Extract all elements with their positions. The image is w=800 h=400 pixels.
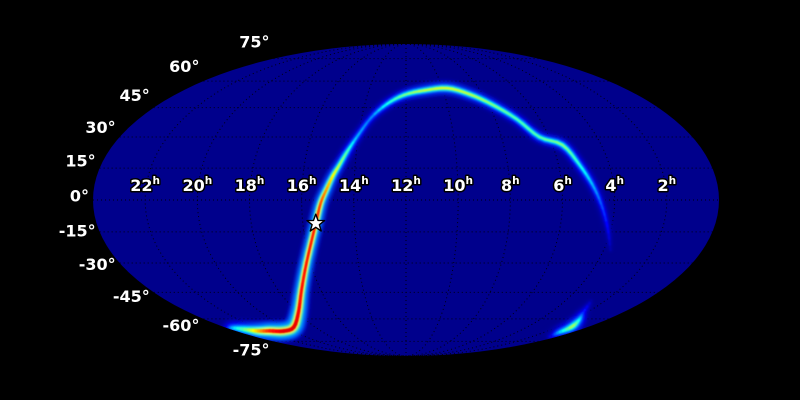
dec-tick-label: 45° <box>119 86 149 105</box>
dec-tick-label: -75° <box>233 341 270 360</box>
ring-core-layer <box>225 86 612 338</box>
graticule <box>93 43 719 357</box>
dec-tick-label: -60° <box>163 316 200 335</box>
graticule-meridian <box>405 43 668 357</box>
ra-tick-label: 14h <box>339 175 369 195</box>
ra-tick-label: 10h <box>443 175 473 195</box>
ra-tick-labels: 22h 20h 18h 16h 14h 12h 10h 8h 6h 4h 2h <box>129 174 678 197</box>
ra-tick-label: 18h <box>235 175 265 195</box>
graticule-meridian <box>196 43 407 357</box>
graticule-meridian <box>405 43 511 357</box>
ra-tick-label: 4h <box>605 175 624 195</box>
graticule-meridian <box>405 43 459 357</box>
ra-tick-label: 6h <box>553 175 572 195</box>
dec-tick-labels: 75° 60° 45°30° 15° 0° -15° -30° -45° -60° -75° <box>57 31 271 361</box>
dec-tick-label: 0° <box>70 187 89 206</box>
graticule-meridian <box>353 43 407 357</box>
dec-tick-label: 15° <box>65 152 95 171</box>
dec-tick-label: -30° <box>79 255 116 274</box>
dec-tick-label: 30° <box>85 118 115 137</box>
ra-tick-label: 8h <box>501 175 520 195</box>
graticule-meridian <box>301 43 407 357</box>
graticule-meridian <box>405 43 616 357</box>
dec-tick-label: -45° <box>113 287 150 306</box>
ra-tick-label: 20h <box>182 175 212 195</box>
dec-tick-label: 75° <box>239 32 269 51</box>
dec-tick-label: 60° <box>169 57 199 76</box>
dec-tick-label: -15° <box>59 221 96 240</box>
ra-tick-label: 2h <box>658 175 677 195</box>
event-star-marker <box>306 213 326 232</box>
ra-tick-label: 12h <box>391 175 421 195</box>
ra-tick-label: 22h <box>130 175 160 195</box>
probability-ring <box>220 81 614 344</box>
ra-tick-label: 16h <box>287 175 317 195</box>
